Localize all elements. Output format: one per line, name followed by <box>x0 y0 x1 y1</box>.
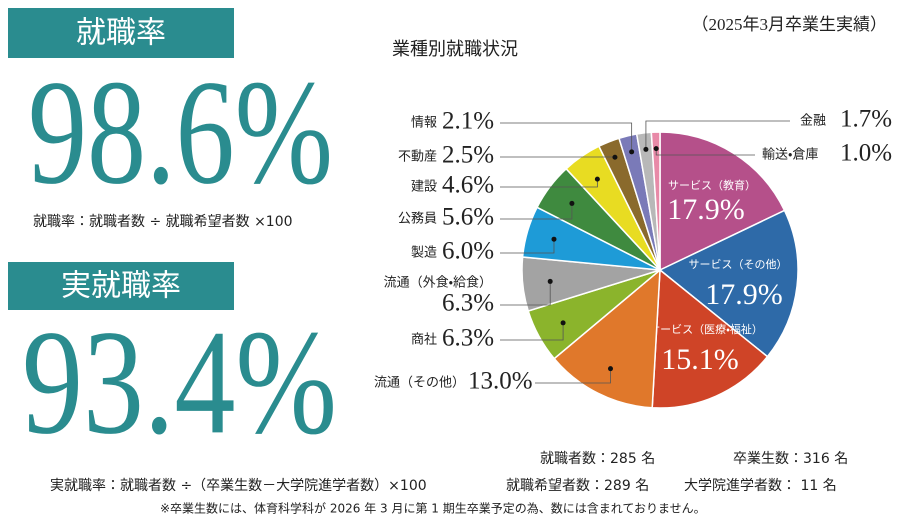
stat-value: 11 <box>800 478 818 494</box>
category-label: サービス（その他） <box>689 258 788 271</box>
leader-dot <box>607 366 613 372</box>
value-label: 4.6% <box>442 172 494 199</box>
pie-slice <box>553 268 661 409</box>
rate-value: 93.4% <box>22 299 337 465</box>
heading: 実就職率 <box>61 269 181 304</box>
stat-value: 285 <box>610 451 637 467</box>
leader-line <box>500 322 564 341</box>
stat-label: 卒業生数： <box>733 451 803 467</box>
value-label: 2.5% <box>442 142 494 169</box>
leader-line <box>500 203 573 220</box>
leader-dot <box>569 200 575 206</box>
value-label: 1.7% <box>840 106 892 133</box>
category-label: 金融 <box>800 114 826 129</box>
value-label: 6.3% <box>442 290 494 317</box>
leader-dot <box>551 236 557 242</box>
category-label: 情報 <box>411 116 437 131</box>
category-label: 不動産 <box>398 150 437 165</box>
category-label: サービス（医療・福祉） <box>649 322 763 336</box>
stat-unit: 名 <box>635 478 649 494</box>
footnote: ※卒業生数には、体育科学科が 2026 年 3 月に第 1 期生卒業予定の為、数… <box>160 501 706 516</box>
stat-unit: 名 <box>823 478 837 494</box>
leader-line <box>500 281 551 306</box>
leader-dot <box>629 149 635 155</box>
formula: 実就職率：就職者数 ÷（卒業生数－大学院進学者数）×100 <box>50 478 427 494</box>
category-label: 輸送・倉庫 <box>762 148 818 163</box>
leader-line <box>535 368 611 384</box>
rate-value: 98.6% <box>28 49 333 215</box>
value-label: 17.9% <box>667 193 745 226</box>
chart-subtitle: （2025年3月卒業生実績） <box>692 15 888 34</box>
value-label: 15.1% <box>661 343 739 376</box>
category-label: 流通（外食・給食） <box>384 276 492 291</box>
pie-slice <box>659 131 786 272</box>
stat: 大学院進学者数： 11 名 <box>684 478 837 494</box>
leader-line <box>645 120 790 150</box>
chart-title: 業種別就職状況 <box>392 39 518 60</box>
heading-box <box>8 262 234 310</box>
leader-line <box>500 179 598 188</box>
leader-dot <box>612 154 618 160</box>
leader-line <box>500 239 555 254</box>
value-label: 6.3% <box>442 325 494 352</box>
leader-dot <box>560 320 566 326</box>
pie-slice <box>651 268 769 409</box>
value-label: 13.0% <box>468 368 533 395</box>
leader-dot <box>547 278 553 284</box>
stat-label: 大学院進学者数： <box>684 478 796 494</box>
category-label: 流通（その他） <box>374 376 465 391</box>
heading: 就職率 <box>76 16 166 51</box>
value-label: 1.0% <box>840 140 892 167</box>
pie-slice <box>658 209 799 358</box>
category-label: サービス（教育） <box>668 179 756 192</box>
value-label: 6.0% <box>442 238 494 265</box>
stat-value: 316 <box>803 451 830 467</box>
leader-dot <box>643 146 649 152</box>
category-label: 公務員 <box>398 212 437 227</box>
leader-dot <box>594 176 600 182</box>
value-label: 5.6% <box>442 204 494 231</box>
value-label: 2.1% <box>442 108 494 135</box>
heading-box <box>8 8 234 58</box>
formula: 就職率：就職者数 ÷ 就職希望者数 ×100 <box>33 214 293 230</box>
stat-unit: 名 <box>834 451 848 467</box>
category-label: 製造 <box>411 246 437 261</box>
stat-value: 289 <box>604 478 631 494</box>
stat-unit: 名 <box>641 451 655 467</box>
category-label: 商社 <box>411 332 437 348</box>
leader-dot <box>653 146 659 152</box>
stat: 就職者数：285 名 <box>540 451 655 467</box>
stat: 就職希望者数：289 名 <box>506 478 649 494</box>
category-label: 建設 <box>411 180 437 195</box>
stat-label: 就職者数： <box>540 451 610 467</box>
leader-line <box>500 122 633 152</box>
pie-slice <box>650 131 661 271</box>
stat: 卒業生数：316 名 <box>733 451 848 467</box>
pie-chart: サービス（教育）17.9%サービス（その他）17.9%サービス（医療・福祉）15… <box>374 106 892 409</box>
stat-label: 就職希望者数： <box>506 478 604 494</box>
value-label: 17.9% <box>705 278 783 311</box>
